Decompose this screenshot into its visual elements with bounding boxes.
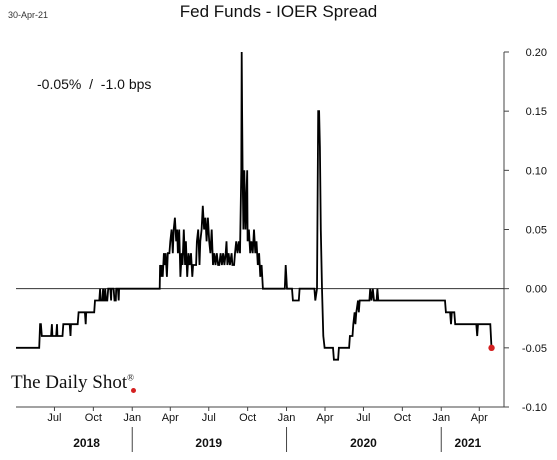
x-tick-label: Jul	[202, 412, 216, 424]
y-tick-label: 0.15	[526, 106, 547, 118]
x-tick-label: Apr	[316, 412, 333, 424]
x-tick-label: Jul	[356, 412, 370, 424]
brand-dot-icon	[131, 388, 136, 393]
date-stamp: 30-Apr-21	[8, 10, 49, 20]
series-line	[16, 51, 493, 361]
x-tick-label: Oct	[239, 412, 256, 424]
year-label: 2020	[350, 436, 377, 450]
last-point-marker	[488, 344, 495, 352]
y-tick-label: -0.05	[522, 343, 547, 355]
year-label: 2019	[195, 436, 222, 450]
x-tick-label: Jan	[432, 412, 450, 424]
x-tick-label: Jul	[47, 412, 61, 424]
x-tick-label: Oct	[394, 412, 411, 424]
x-tick-label: Apr	[471, 412, 488, 424]
year-label: 2021	[455, 436, 482, 450]
y-tick-label: 0.05	[526, 225, 547, 237]
year-label: 2018	[73, 436, 100, 450]
spread-annotation: -0.05% / -1.0 bps	[37, 76, 152, 92]
plot-area: -0.10 -0.05 0.00 0.05 0.10 0.15 0.20 Jul Oct Jan A…	[16, 47, 547, 452]
brand-name: The Daily Shot	[11, 372, 128, 393]
y-tick-label: 0.20	[526, 47, 547, 59]
x-tick-label: Oct	[85, 412, 102, 424]
x-tick-label: Apr	[162, 412, 179, 424]
brand-logo: The Daily Shot®	[11, 372, 134, 394]
brand-registered-mark: ®	[127, 372, 134, 383]
y-tick-label: 0.10	[526, 165, 547, 177]
y-tick-label: 0.00	[526, 284, 547, 296]
x-tick-label: Jan	[123, 412, 141, 424]
x-tick-label: Jan	[278, 412, 296, 424]
y-tick-label: -0.10	[522, 402, 547, 414]
chart-title: Fed Funds - IOER Spread	[179, 2, 378, 21]
